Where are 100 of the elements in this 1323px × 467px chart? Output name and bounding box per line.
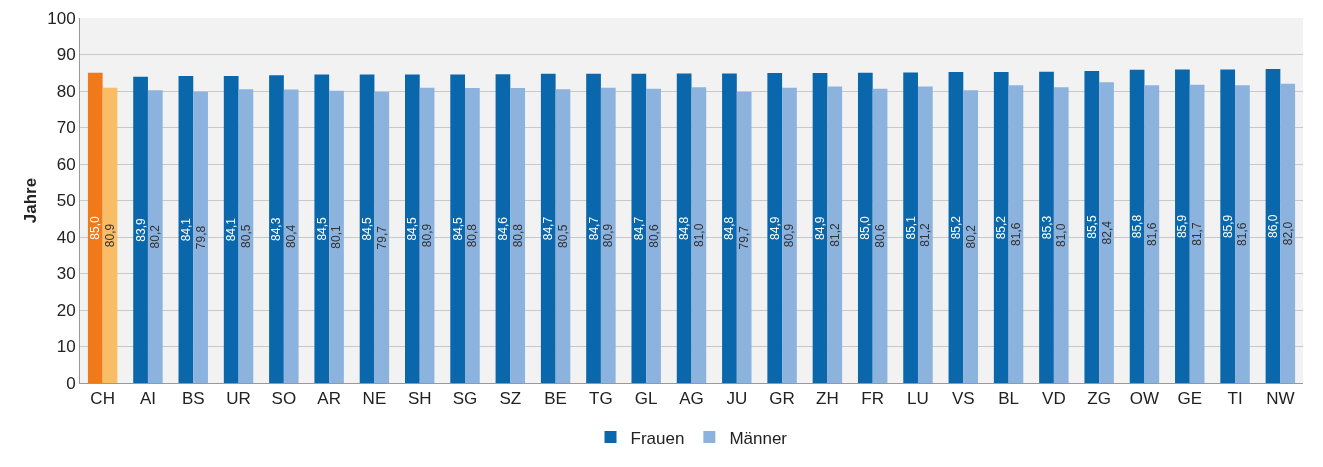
data-label: 80,8 [465, 223, 480, 248]
y-axis-title: Jahre [21, 177, 40, 224]
bar [193, 91, 208, 383]
data-label: 85,2 [994, 215, 1009, 240]
y-tick-label: 0 [66, 373, 76, 393]
bar [510, 88, 526, 383]
bar [857, 72, 873, 383]
bar [283, 89, 299, 383]
data-label: 84,5 [450, 216, 465, 241]
x-tick-label: GL [634, 389, 658, 409]
data-label: 85,9 [1175, 214, 1190, 239]
data-label: 79,8 [193, 225, 208, 250]
bar [1008, 85, 1024, 383]
bar [691, 87, 707, 383]
data-label: 79,7 [374, 225, 389, 250]
data-label: 80,5 [238, 224, 253, 248]
data-label: 85,0 [88, 216, 103, 240]
x-tick-label: JU [726, 389, 748, 409]
data-label: 84,5 [314, 216, 329, 241]
data-label: 84,1 [224, 217, 239, 242]
data-label: 80,9 [103, 223, 118, 248]
data-label: 85,3 [1039, 215, 1054, 240]
data-label: 81,2 [918, 222, 933, 247]
data-label: 80,1 [329, 224, 344, 249]
x-tick-label: NW [1266, 389, 1295, 409]
data-label: 85,5 [1084, 215, 1099, 239]
bar [374, 92, 390, 383]
x-tick-label: BS [181, 389, 205, 409]
x-tick-label: ZH [816, 389, 839, 409]
data-label: 82,4 [1099, 220, 1114, 245]
bar [767, 73, 783, 383]
bar [450, 74, 466, 383]
data-label: 83,9 [133, 218, 148, 242]
x-tick-label: FR [861, 389, 885, 409]
x-tick-label: ZG [1087, 389, 1111, 409]
bar [1265, 69, 1281, 383]
data-label: 84,5 [405, 216, 420, 241]
data-label: 81,7 [1190, 222, 1205, 246]
bar [722, 73, 737, 383]
data-label: 80,4 [284, 224, 299, 249]
bar [419, 87, 435, 383]
y-tick-label: 10 [56, 337, 76, 357]
bar [600, 87, 616, 383]
data-label: 81,6 [1144, 222, 1159, 246]
bar [676, 73, 692, 383]
y-tick-label: 20 [56, 300, 76, 320]
data-label: 81,6 [1235, 222, 1250, 246]
data-label: 86,0 [1265, 214, 1280, 238]
bar [269, 75, 284, 383]
y-tick-label: 30 [56, 264, 76, 284]
data-label: 84,8 [722, 216, 737, 241]
x-tick-label: AG [679, 389, 704, 409]
data-label: 81,6 [1008, 222, 1023, 246]
bar [1084, 70, 1100, 383]
data-label: 85,2 [948, 215, 963, 240]
data-label: 84,3 [269, 217, 284, 241]
bar [872, 88, 888, 383]
x-tick-label: BE [544, 389, 567, 409]
data-label: 84,1 [178, 217, 193, 242]
y-tick-label: 80 [56, 81, 76, 101]
data-label: 84,6 [495, 216, 510, 241]
data-label: 84,7 [586, 216, 601, 241]
x-tick-label: OW [1129, 389, 1160, 409]
bar [405, 74, 420, 383]
x-tick-label: GE [1177, 389, 1203, 409]
data-label: 81,0 [1054, 223, 1069, 248]
bar [903, 72, 918, 383]
bar [238, 89, 254, 383]
legend-label: Frauen [630, 428, 685, 448]
bar [1039, 71, 1054, 383]
bar [314, 74, 330, 383]
y-tick-label: 100 [47, 8, 76, 28]
bar [359, 74, 375, 383]
y-tick-label: 50 [56, 191, 76, 211]
bar [555, 89, 571, 383]
x-tick-label: TG [589, 389, 613, 409]
bar [917, 86, 933, 383]
data-label: 80,5 [555, 224, 570, 248]
data-label: 84,7 [541, 216, 556, 241]
x-tick-label: AI [139, 389, 156, 409]
x-tick-label: SO [271, 389, 297, 409]
bar [133, 76, 148, 383]
x-tick-label: LU [907, 389, 929, 409]
bar [736, 92, 752, 383]
bar [993, 72, 1009, 383]
bar [1129, 69, 1145, 383]
bar [812, 73, 828, 383]
bar [178, 76, 194, 383]
data-label: 80,9 [782, 223, 797, 248]
data-label: 80,8 [510, 223, 525, 248]
x-tick-label: TI [1227, 389, 1243, 409]
bar [1220, 69, 1236, 383]
x-tick-label: CH [90, 389, 115, 409]
data-label: 80,2 [148, 224, 163, 249]
x-tick-label: UR [226, 389, 251, 409]
bar [1144, 85, 1160, 383]
bar [87, 72, 103, 383]
data-label: 84,7 [631, 216, 646, 241]
data-label: 81,0 [691, 223, 706, 248]
data-label: 85,8 [1130, 214, 1145, 239]
